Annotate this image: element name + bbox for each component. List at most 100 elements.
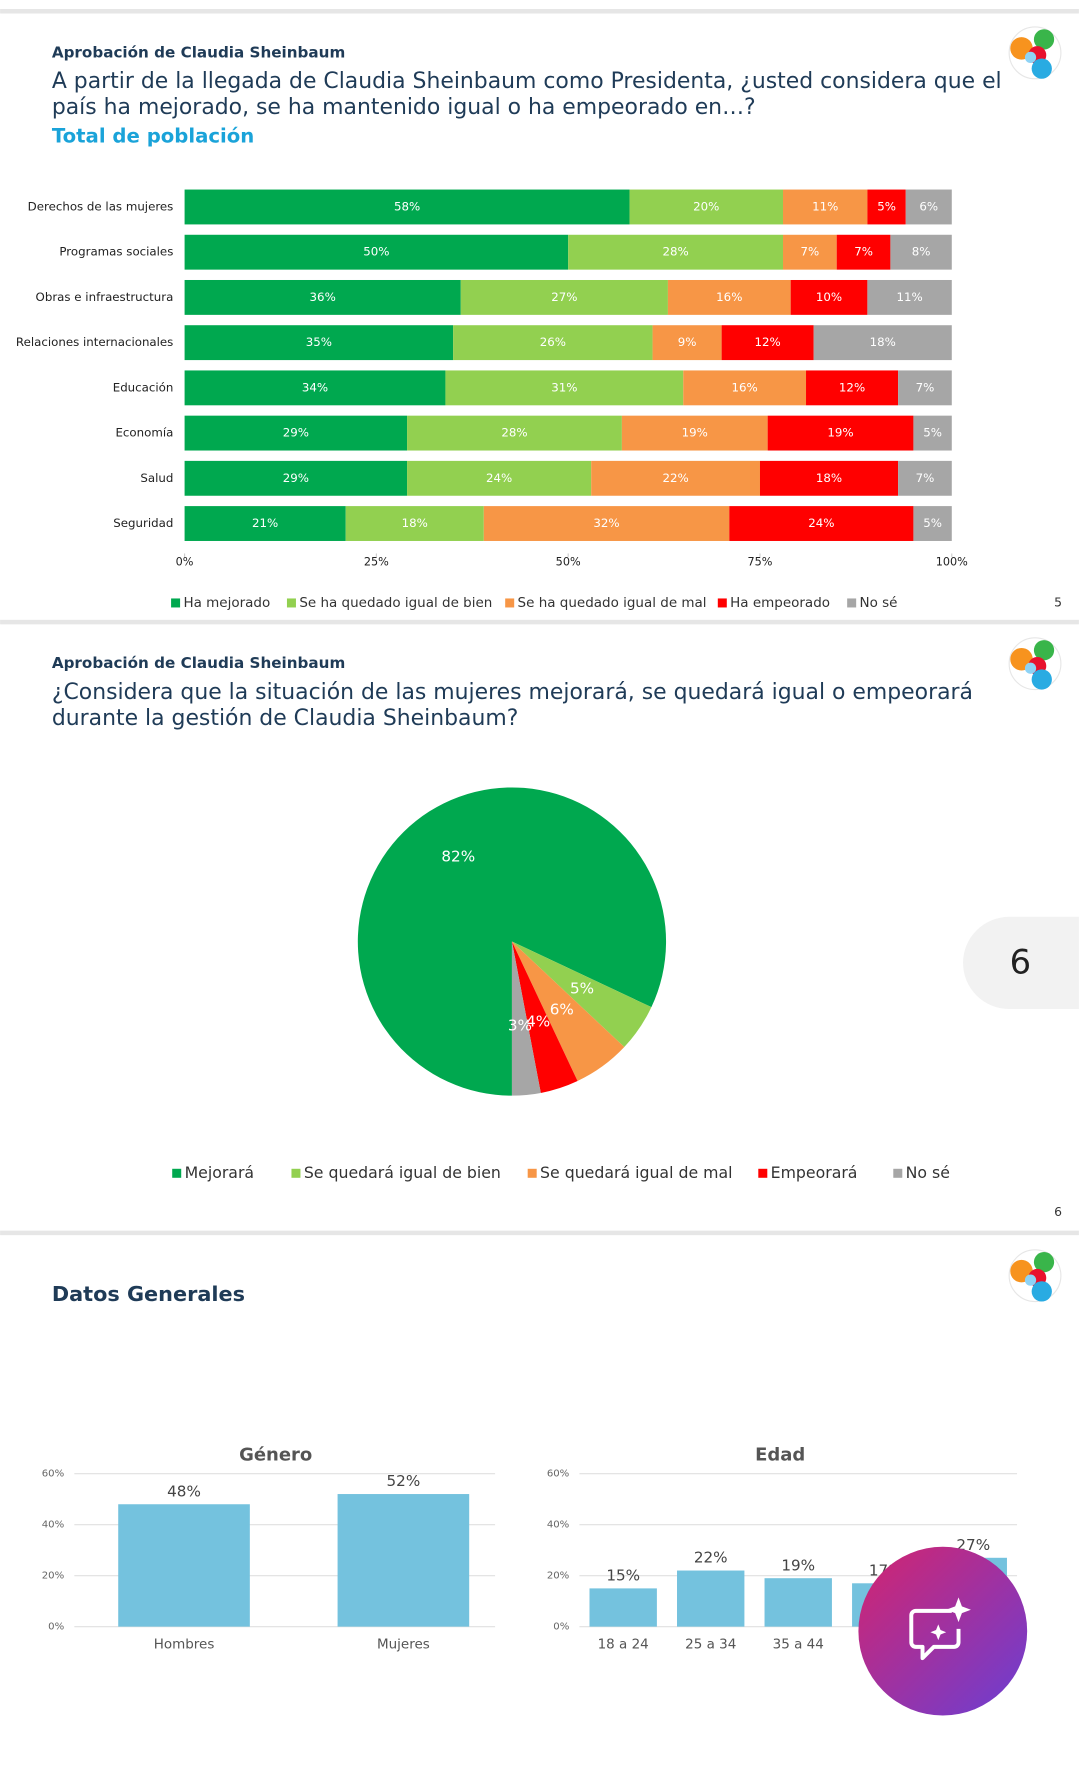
legend-label: Se ha quedado igual de bien bbox=[299, 595, 492, 611]
bar-segment bbox=[721, 325, 814, 361]
data-label: 19% bbox=[827, 426, 853, 440]
bar-segment bbox=[184, 415, 408, 451]
bar-segment bbox=[867, 189, 906, 225]
legend-label: No sé bbox=[860, 595, 898, 611]
x-tick-label: 25% bbox=[364, 555, 389, 568]
legend-label: Se quedará igual de bien bbox=[304, 1163, 501, 1182]
y-tick-label: Derechos de las mujeres bbox=[28, 199, 174, 213]
data-label: 50% bbox=[363, 245, 389, 259]
bar-segment bbox=[568, 234, 784, 270]
bar-segment bbox=[621, 415, 768, 451]
y-tick-label: 0% bbox=[553, 1622, 569, 1633]
data-label: 29% bbox=[283, 426, 309, 440]
bar-segment bbox=[890, 234, 952, 270]
chat-button[interactable] bbox=[858, 1546, 1028, 1716]
y-tick-label: 20% bbox=[42, 1571, 65, 1582]
bar-segment bbox=[813, 325, 952, 361]
pie-slice bbox=[511, 941, 625, 1082]
subheader: Total de población bbox=[52, 125, 254, 148]
legend-swatch bbox=[847, 598, 857, 608]
bar bbox=[764, 1578, 832, 1627]
data-label: 5% bbox=[877, 199, 896, 213]
bar-segment bbox=[836, 234, 891, 270]
y-tick-label: Obras e infraestructura bbox=[36, 290, 174, 304]
data-label: 22% bbox=[694, 1549, 728, 1567]
bar-segment bbox=[667, 279, 791, 315]
data-label: 11% bbox=[812, 199, 838, 213]
bar-segment bbox=[445, 370, 684, 406]
data-label: 3% bbox=[508, 1016, 532, 1034]
x-tick-label: 75% bbox=[747, 555, 772, 568]
data-label: 4% bbox=[526, 1013, 550, 1031]
bar-segment bbox=[629, 189, 784, 225]
legend-swatch bbox=[291, 1168, 301, 1178]
bar bbox=[337, 1494, 470, 1627]
legend-swatch bbox=[171, 598, 181, 608]
data-label: 7% bbox=[854, 245, 873, 259]
data-label: 18% bbox=[816, 471, 842, 485]
data-label: 20% bbox=[693, 199, 719, 213]
bar-segment bbox=[783, 234, 837, 270]
data-label: 7% bbox=[916, 380, 935, 394]
legend-label: No sé bbox=[906, 1163, 950, 1182]
logo bbox=[1008, 1249, 1062, 1303]
bar-segment bbox=[683, 370, 807, 406]
data-label: 11% bbox=[896, 290, 922, 304]
data-label: 16% bbox=[716, 290, 742, 304]
y-tick-label: 60% bbox=[547, 1469, 570, 1480]
page-indicator bbox=[963, 916, 1079, 1010]
data-label: 6% bbox=[550, 1001, 574, 1019]
x-tick-label: 0% bbox=[176, 555, 194, 568]
bar-segment bbox=[184, 370, 446, 406]
bar-segment bbox=[591, 460, 760, 496]
data-label: 22% bbox=[662, 471, 688, 485]
legend-swatch bbox=[286, 598, 296, 608]
data-label: 34% bbox=[302, 380, 328, 394]
bar bbox=[118, 1504, 250, 1627]
pie-slice bbox=[357, 787, 667, 1096]
question: ¿Considera que la situación de las mujer… bbox=[52, 680, 973, 705]
logo bbox=[1008, 637, 1062, 691]
page-indicator-text: 6 bbox=[1010, 943, 1031, 982]
data-label: 10% bbox=[816, 290, 842, 304]
page-number: 6 bbox=[1054, 1205, 1062, 1219]
bar-segment bbox=[783, 189, 868, 225]
data-label: 27% bbox=[551, 290, 577, 304]
bar-segment bbox=[898, 370, 952, 406]
data-label: 21% bbox=[252, 516, 278, 530]
data-label: 26% bbox=[540, 335, 566, 349]
x-tick-label: 25 a 34 bbox=[685, 1637, 736, 1653]
data-label: 29% bbox=[283, 471, 309, 485]
bar-segment bbox=[729, 506, 914, 541]
legend-label: Se quedará igual de mal bbox=[540, 1163, 732, 1182]
legend-swatch bbox=[758, 1168, 768, 1178]
y-tick-label: 0% bbox=[48, 1622, 64, 1633]
bar-segment bbox=[913, 506, 952, 541]
data-label: 18% bbox=[402, 516, 428, 530]
data-label: 58% bbox=[394, 199, 420, 213]
legend-swatch bbox=[527, 1168, 537, 1178]
data-label: 5% bbox=[570, 980, 594, 998]
data-label: 19% bbox=[781, 1556, 815, 1574]
bar-segment bbox=[407, 415, 622, 451]
data-label: 28% bbox=[501, 426, 527, 440]
data-label: 7% bbox=[800, 245, 819, 259]
bar-segment bbox=[913, 415, 952, 451]
data-label: 28% bbox=[662, 245, 688, 259]
bar-segment bbox=[184, 279, 461, 315]
data-label: 31% bbox=[551, 380, 577, 394]
y-tick-label: Economía bbox=[115, 426, 173, 440]
legend-label: Ha empeorado bbox=[730, 595, 830, 611]
bar-segment bbox=[898, 460, 952, 496]
data-label: 16% bbox=[732, 380, 758, 394]
bar bbox=[589, 1588, 657, 1627]
data-label: 8% bbox=[912, 245, 931, 259]
slide-header: Datos Generales bbox=[52, 1282, 245, 1306]
bar-segment bbox=[184, 234, 569, 270]
chart-title: Género bbox=[239, 1445, 312, 1466]
data-label: 52% bbox=[387, 1472, 421, 1490]
legend-label: Ha mejorado bbox=[183, 595, 270, 611]
y-tick-label: 20% bbox=[547, 1571, 570, 1582]
y-tick-label: 60% bbox=[42, 1469, 65, 1480]
legend-swatch bbox=[505, 598, 515, 608]
